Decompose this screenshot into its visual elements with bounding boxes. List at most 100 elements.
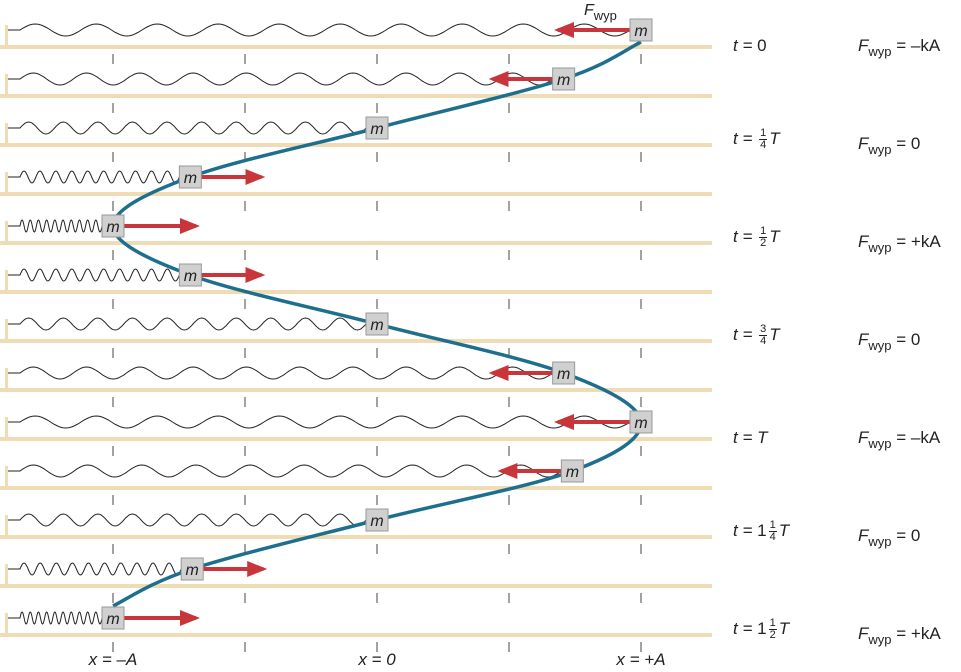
mass-label: m — [370, 317, 383, 334]
wall — [5, 417, 8, 439]
mass-block — [629, 18, 653, 42]
time-prefix: t = — [733, 520, 758, 540]
force-value: = –kA — [891, 428, 941, 447]
fraction-denominator: 4 — [769, 531, 776, 543]
mass-block — [365, 116, 389, 140]
force-subscript: wyp — [868, 142, 892, 157]
floor — [0, 535, 712, 539]
floor — [0, 486, 712, 490]
force-label: Fwyp = 0 — [858, 526, 920, 549]
force-subscript: wyp — [868, 436, 892, 451]
time-prefix: t = — [733, 128, 758, 148]
fraction-numerator: 1 — [759, 127, 768, 140]
fraction-denominator: 4 — [760, 139, 767, 151]
time-period: T — [778, 618, 790, 638]
time-whole: 0 — [757, 36, 767, 55]
spring — [8, 219, 103, 233]
fraction-denominator: 2 — [769, 629, 776, 641]
mass-label: m — [557, 366, 570, 383]
spring — [8, 366, 553, 380]
axis-label-text: x = –A — [88, 650, 138, 669]
mass-block — [552, 67, 576, 91]
force-symbol: F — [858, 134, 869, 153]
mass-label: m — [106, 219, 119, 236]
fraction-numerator: 1 — [759, 225, 768, 238]
mass-label: m — [184, 268, 197, 285]
wall — [5, 515, 8, 537]
mass-label: m — [370, 513, 383, 530]
mass-block — [629, 410, 653, 434]
floor — [0, 241, 712, 245]
wall — [5, 25, 8, 47]
force-symbol: F — [858, 624, 869, 643]
time-label: t = 0 — [733, 36, 767, 56]
time-prefix: t = — [733, 324, 758, 344]
spring — [8, 268, 180, 282]
time-period: T — [769, 324, 780, 344]
time-prefix: t = — [733, 36, 758, 55]
mass-label: m — [106, 611, 119, 628]
force-symbol: F — [584, 2, 594, 19]
time-label: t = T — [733, 428, 768, 448]
mass-block — [365, 508, 389, 532]
mass-label: m — [566, 464, 579, 481]
mass-block — [552, 361, 576, 385]
mass-block — [180, 557, 204, 581]
spring — [8, 72, 553, 86]
time-prefix: t = — [733, 618, 758, 638]
force-arrow-label: Fwyp — [584, 2, 617, 23]
floor — [0, 192, 712, 196]
force-symbol: F — [858, 330, 869, 349]
mass-block — [101, 214, 125, 238]
force-subscript: wyp — [868, 534, 892, 549]
fraction-numerator: 1 — [768, 519, 777, 532]
force-label: Fwyp = 0 — [858, 330, 920, 353]
fraction-denominator: 4 — [760, 335, 767, 347]
force-symbol: F — [858, 36, 869, 55]
axis-label: x = –A — [83, 650, 143, 670]
time-prefix: t = — [733, 226, 758, 246]
floor — [0, 290, 712, 294]
floor — [0, 339, 712, 343]
axis-label-text: x = +A — [616, 650, 666, 669]
floor — [0, 45, 712, 49]
mass-label: m — [634, 415, 647, 432]
spring — [8, 562, 182, 576]
force-label: Fwyp = –kA — [858, 428, 941, 451]
wall — [5, 564, 8, 586]
mass-label: m — [186, 562, 199, 579]
time-period: T — [757, 428, 768, 447]
time-whole: 1 — [757, 618, 767, 638]
force-value: = 0 — [891, 134, 921, 153]
force-symbol: F — [858, 232, 869, 251]
fraction-denominator: 2 — [760, 237, 767, 249]
mass-label: m — [184, 170, 197, 187]
time-period: T — [778, 520, 790, 540]
mass-label: m — [370, 121, 383, 138]
force-value: = +kA — [891, 624, 941, 643]
floor — [0, 437, 712, 441]
spring — [8, 317, 367, 331]
force-label: Fwyp = –kA — [858, 36, 941, 59]
spring — [8, 170, 180, 184]
wall — [5, 74, 8, 96]
floor — [0, 388, 712, 392]
wall — [5, 613, 8, 635]
time-prefix: t = — [733, 428, 758, 447]
force-subscript: wyp — [868, 240, 892, 255]
time-period: T — [769, 128, 780, 148]
time-period: T — [769, 226, 780, 246]
spring — [8, 415, 631, 429]
force-value: = –kA — [891, 36, 941, 55]
axis-label: x = +A — [611, 650, 671, 670]
time-whole: 1 — [757, 520, 767, 540]
